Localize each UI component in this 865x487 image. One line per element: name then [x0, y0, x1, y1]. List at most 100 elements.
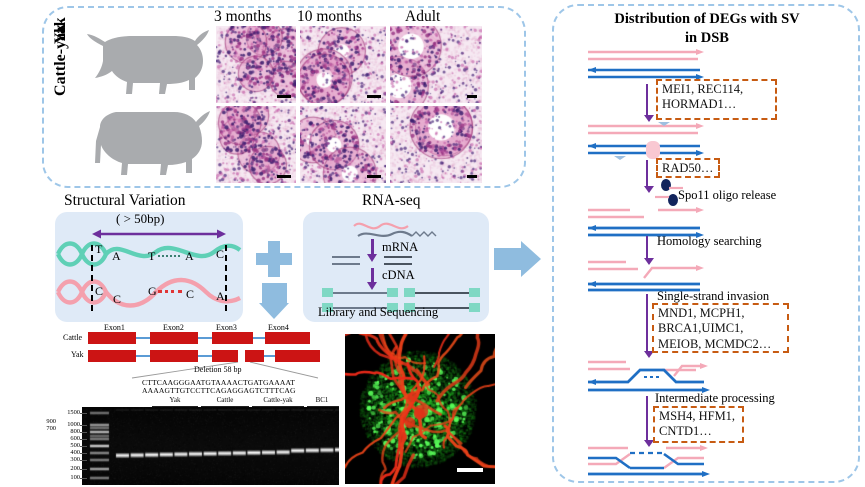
rnaseq-step-mrna: mRNA [382, 240, 419, 254]
rnaseq-cdna-bar-1 [332, 256, 360, 258]
rnaseq-mrna-squiggle [353, 222, 437, 237]
dsb-dna-group-3 [588, 207, 704, 238]
exon-cattle-3 [212, 332, 253, 344]
rnaseq-library-left [322, 288, 398, 312]
rnaseq-library-right [404, 288, 480, 312]
rnaseq-cdna-bar-2 [332, 263, 360, 265]
dsb-dna-group-2 [588, 122, 704, 160]
dsb-panel-container [552, 4, 860, 483]
dsb-genebox-2: RAD50… [656, 158, 720, 178]
gel-tick-300 [80, 460, 87, 461]
sv-base-bot-1: C [113, 292, 122, 306]
dsb-dna-group-5 [588, 360, 710, 393]
exon-cattle-2 [150, 332, 198, 344]
histology-col-header-3months: 3 months [214, 8, 272, 25]
dsb-title-line1: Distribution of DEGs with SV [614, 11, 800, 27]
gel-lane-rule-cattleyak [252, 406, 304, 408]
dsb-arrow-2-head [643, 186, 654, 193]
histology-tile-yak-3months [216, 26, 296, 103]
deletion-sequence-bottom: AAAAGTTGTCCTTCAGAGGAGTCTTTCAG [142, 386, 296, 395]
sv-base-top-2: T [148, 249, 156, 263]
dsb-arrow-4-shaft [646, 294, 649, 353]
dsb-dna-group-4 [588, 260, 704, 292]
gel-lane-group-bc1: BC1 [315, 396, 329, 404]
sv-bottom-strand [56, 277, 241, 308]
exon-yak-2 [150, 350, 198, 362]
rnaseq-step-cdna: cDNA [382, 268, 415, 282]
rnaseq-arrow-2-shaft [371, 268, 374, 284]
dsb-arrow-3-shaft [646, 236, 649, 260]
gel-image [82, 407, 339, 485]
dsb-arrow-4-head [643, 351, 654, 358]
dsb-caption-intermediate: Intermediate processing [655, 391, 775, 405]
down-arrow-head [259, 303, 289, 319]
right-arrow-shaft [494, 248, 522, 270]
gel-ladder-label-600: 600 [70, 435, 80, 442]
intron-yak-3 [264, 355, 275, 357]
sv-span-arrow [92, 229, 226, 239]
exon-cattle-1 [88, 332, 136, 344]
gel-ladder-label-500: 500 [70, 442, 80, 449]
exon-label-1: Exon1 [104, 323, 125, 332]
gel-lane-rule-yak [152, 406, 198, 408]
histology-col-header-10months: 10 months [297, 8, 363, 25]
exon-label-3: Exon3 [216, 323, 237, 332]
dsb-dna-group-6 [588, 445, 710, 477]
dsb-arrow-1-head [643, 115, 654, 122]
fluor-scalebar [457, 468, 483, 472]
sv-size-label: ( > 50bp) [116, 211, 165, 226]
gel-tick-800 [80, 432, 87, 433]
exon-label-2: Exon2 [163, 323, 184, 332]
exon-row-label-yak: Yak [71, 350, 84, 359]
sv-dots-bottom [158, 290, 182, 293]
exon-yak-4 [275, 350, 320, 362]
dsb-arrow-5-head [643, 440, 654, 447]
rnaseq-panel-title: RNA-seq [362, 192, 421, 209]
rnaseq-cdna-bar-4 [384, 263, 412, 265]
dsb-arrow-3-head [643, 258, 654, 265]
yak-silhouette [87, 30, 209, 94]
dsb-genebox-5: MSH4, HFM1, CNTD1… [653, 406, 744, 443]
gel-lane-rule-bc1 [307, 406, 339, 408]
dsb-arrow-5-shaft [646, 396, 649, 442]
right-arrow-head [521, 241, 541, 277]
sv-base-bot-4: A [216, 289, 225, 303]
exon-label-4: Exon4 [268, 323, 289, 332]
histology-tile-cattleyak-10months [300, 106, 386, 183]
sv-dots-top [158, 255, 180, 257]
sv-base-bot-3: C [186, 287, 195, 301]
sv-base-bot-2: G [148, 284, 157, 298]
intron-cattle-3 [253, 337, 265, 339]
histology-tile-cattleyak-adult [390, 106, 482, 183]
dsb-arrow-2-shaft [646, 160, 649, 188]
gel-tick-400 [80, 453, 87, 454]
gel-ladder-label-800: 800 [70, 428, 80, 435]
intron-cattle-1 [136, 337, 150, 339]
dsb-genebox-1: MEI1, REC114, HORMAD1… [656, 79, 777, 120]
histology-col-header-adult: Adult [405, 8, 441, 25]
dsb-spo11-oligos [655, 179, 683, 206]
down-arrow-shaft [262, 283, 287, 305]
intron-cattle-2 [198, 337, 212, 339]
dsb-title-line2: in DSB [685, 30, 729, 46]
gel-tick-1000 [80, 425, 87, 426]
gel-ladder-label-700: 700 [46, 425, 56, 432]
sv-base-top-4: C [216, 247, 225, 261]
exon-cattle-4 [265, 332, 310, 344]
sv-breakpoint-right [225, 245, 227, 311]
sv-panel-title: Structural Variation [64, 192, 186, 209]
sv-breakpoint-left [91, 245, 93, 311]
gel-tick-200 [80, 469, 87, 470]
rnaseq-cdna-bar-3 [384, 256, 412, 258]
sv-base-top-1: A [112, 249, 121, 263]
dsb-arrow-1-shaft [646, 84, 649, 117]
gel-ladder-label-300: 300 [70, 456, 80, 463]
sv-base-bot-0: C [95, 284, 104, 298]
exon-yak-3b [245, 350, 264, 362]
gel-tick-100 [80, 478, 87, 479]
dsb-genebox-4: MND1, MCPH1, BRCA1,UIMC1, MEIOB, MCMDC2… [652, 303, 789, 353]
histology-tile-yak-adult [390, 26, 482, 103]
dsb-caption-spo11: Spo11 oligo release [678, 188, 777, 202]
gel-lane-group-cattle: Cattle [216, 396, 234, 404]
dsb-dna-group-1 [588, 49, 704, 80]
